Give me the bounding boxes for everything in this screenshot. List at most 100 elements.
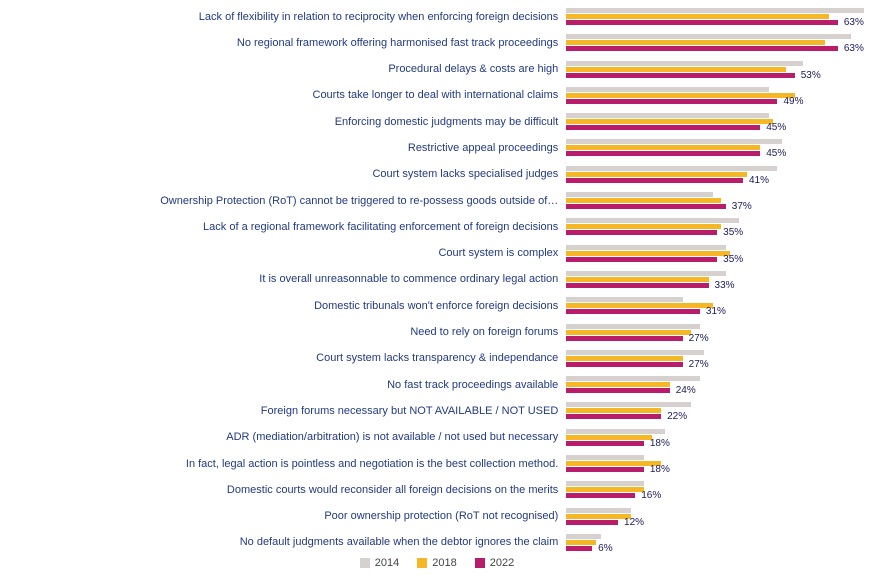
bar-line: 49% (566, 99, 868, 104)
bar-group: 49% (566, 87, 868, 104)
bar-group: 22% (566, 402, 868, 419)
category-label: It is overall unreasonnable to commence … (6, 273, 566, 285)
bar-2014 (566, 87, 769, 92)
bar-2022 (566, 546, 592, 551)
legend-label: 2018 (432, 557, 456, 569)
bar-value-label: 16% (641, 490, 661, 501)
bar-value-label: 53% (801, 70, 821, 81)
bar-line (566, 139, 868, 144)
bar-2014 (566, 139, 782, 144)
bar-2014 (566, 297, 682, 302)
bar-line: 27% (566, 362, 868, 367)
bar-line (566, 408, 868, 413)
chart-row: Procedural delays & costs are high 53% (6, 61, 868, 78)
bar-group: 27% (566, 324, 868, 341)
bar-value-label: 27% (689, 359, 709, 370)
bar-line (566, 34, 868, 39)
bar-value-label: 45% (766, 122, 786, 133)
bar-group: 35% (566, 245, 868, 262)
bar-line: 45% (566, 125, 868, 130)
category-label: Procedural delays & costs are high (6, 63, 566, 75)
legend-item: 2018 (417, 557, 456, 569)
bar-line (566, 350, 868, 355)
bar-line (566, 87, 868, 92)
bar-2018 (566, 382, 669, 387)
category-label: Need to rely on foreign forums (6, 326, 566, 338)
bar-value-label: 18% (650, 438, 670, 449)
bar-line: 16% (566, 493, 868, 498)
bar-line (566, 356, 868, 361)
bar-line (566, 514, 868, 519)
bar-line (566, 198, 868, 203)
chart-row: Domestic courts would reconsider all for… (6, 481, 868, 498)
bar-line (566, 508, 868, 513)
bar-2022 (566, 204, 725, 209)
bar-2014 (566, 429, 665, 434)
bar-2014 (566, 508, 631, 513)
bar-line (566, 14, 868, 19)
bar-2014 (566, 481, 644, 486)
bar-2014 (566, 534, 600, 539)
bar-2014 (566, 455, 644, 460)
bar-line: 27% (566, 336, 868, 341)
bar-2022 (566, 388, 669, 393)
bar-2022 (566, 46, 838, 51)
legend-label: 2014 (375, 557, 399, 569)
chart-row: Lack of flexibility in relation to recip… (6, 8, 868, 25)
bar-line (566, 376, 868, 381)
bar-2014 (566, 8, 863, 13)
chart-row: Lack of a regional framework facilitatin… (6, 218, 868, 235)
bar-2014 (566, 271, 725, 276)
bar-value-label: 24% (676, 385, 696, 396)
bar-2014 (566, 192, 713, 197)
bar-group: 18% (566, 429, 868, 446)
bar-line: 31% (566, 309, 868, 314)
category-label: Poor ownership protection (RoT not recog… (6, 510, 566, 522)
bar-2014 (566, 376, 700, 381)
bar-2018 (566, 540, 596, 545)
category-label: Courts take longer to deal with internat… (6, 89, 566, 101)
legend-swatch (475, 558, 485, 568)
bar-2022 (566, 125, 760, 130)
bar-2018 (566, 172, 747, 177)
bar-line (566, 330, 868, 335)
bar-value-label: 49% (783, 96, 803, 107)
bar-line (566, 534, 868, 539)
legend-swatch (360, 558, 370, 568)
bar-value-label: 41% (749, 175, 769, 186)
category-label: Foreign forums necessary but NOT AVAILAB… (6, 405, 566, 417)
category-label: No default judgments available when the … (6, 536, 566, 548)
bar-2018 (566, 330, 691, 335)
bar-2022 (566, 283, 708, 288)
bar-line: 22% (566, 414, 868, 419)
bar-value-label: 37% (732, 201, 752, 212)
bar-line (566, 402, 868, 407)
bar-group: 18% (566, 455, 868, 472)
bar-2022 (566, 178, 743, 183)
bar-group: 37% (566, 192, 868, 209)
bar-2018 (566, 145, 760, 150)
chart-row: Enforcing domestic judgments may be diff… (6, 113, 868, 130)
chart-row: Court system lacks transparency & indepe… (6, 350, 868, 367)
bar-line: 41% (566, 178, 868, 183)
category-label: Lack of a regional framework facilitatin… (6, 221, 566, 233)
horizontal-bar-chart: Lack of flexibility in relation to recip… (0, 0, 880, 575)
bar-group: 63% (566, 8, 868, 25)
bar-value-label: 63% (844, 17, 864, 28)
bar-2022 (566, 309, 700, 314)
bar-group: 24% (566, 376, 868, 393)
bar-2018 (566, 435, 652, 440)
bar-line (566, 113, 868, 118)
bar-line: 63% (566, 20, 868, 25)
bar-2022 (566, 20, 838, 25)
chart-row: Ownership Protection (RoT) cannot be tri… (6, 192, 868, 209)
bar-line (566, 382, 868, 387)
bar-value-label: 6% (598, 543, 612, 554)
bar-2022 (566, 493, 635, 498)
plot-area: Lack of flexibility in relation to recip… (6, 8, 868, 551)
bar-line (566, 245, 868, 250)
bar-line: 63% (566, 46, 868, 51)
bar-value-label: 33% (715, 280, 735, 291)
bar-line (566, 61, 868, 66)
bar-line (566, 192, 868, 197)
